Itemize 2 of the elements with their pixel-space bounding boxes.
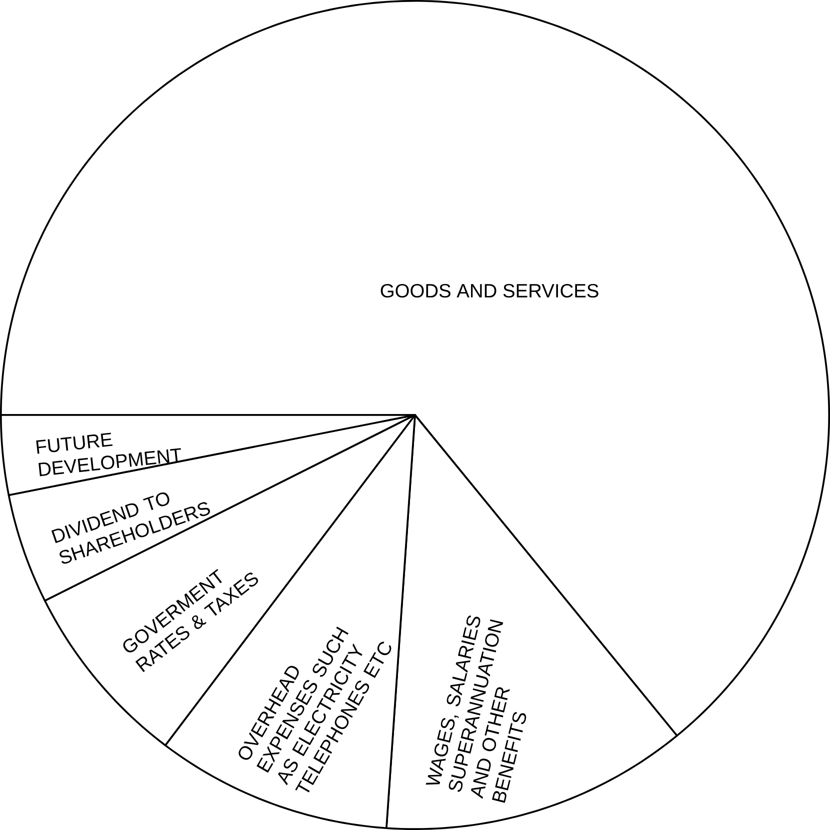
slice-label: GOODS AND SERVICES	[380, 284, 598, 298]
slice-label: FUTURE DEVELOPMENT	[36, 432, 181, 476]
